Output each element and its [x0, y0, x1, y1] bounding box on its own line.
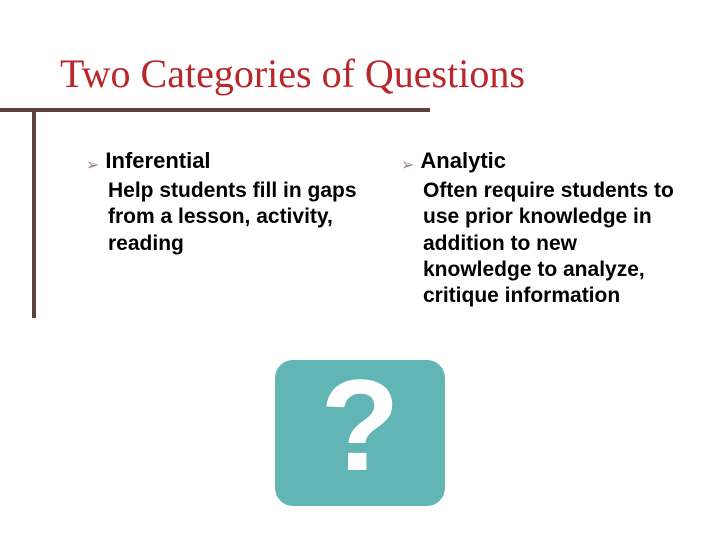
arrow-bullet-icon: ➢ [86, 158, 99, 174]
column-body: Often require students to use prior know… [423, 178, 686, 309]
slide: Two Categories of Questions ➢ Inferentia… [0, 0, 720, 540]
slide-title: Two Categories of Questions [60, 50, 525, 97]
column-heading: Analytic [420, 148, 506, 174]
accent-vertical-bar [32, 108, 36, 318]
question-mark-icon: ? [275, 360, 445, 506]
columns: ➢ Inferential Help students fill in gaps… [86, 148, 686, 309]
svg-text:?: ? [320, 360, 399, 498]
arrow-bullet-icon: ➢ [401, 158, 414, 174]
accent-horizontal-bar [0, 108, 430, 112]
column-body: Help students fill in gaps from a lesson… [108, 178, 371, 257]
column-left: ➢ Inferential Help students fill in gaps… [86, 148, 371, 309]
column-heading: Inferential [105, 148, 210, 174]
column-right: ➢ Analytic Often require students to use… [401, 148, 686, 309]
bullet-row: ➢ Analytic [401, 148, 686, 174]
bullet-row: ➢ Inferential [86, 148, 371, 174]
